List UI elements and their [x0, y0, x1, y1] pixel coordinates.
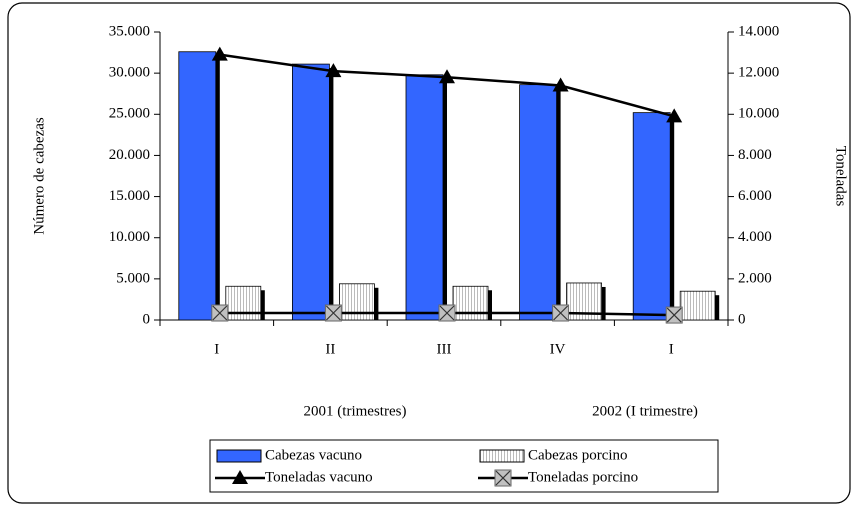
line-marker-x: [495, 470, 511, 486]
y-tick-label: 25.000: [109, 106, 150, 122]
bar: [338, 283, 375, 321]
y-tick-label: 15.000: [109, 188, 150, 204]
bar-shadow: [215, 55, 220, 321]
y2-tick-label: 8.000: [738, 147, 772, 163]
legend-swatch: [479, 449, 525, 463]
bar: [291, 63, 330, 321]
line-marker: [552, 77, 569, 92]
y2-tick-label: 12.000: [738, 65, 779, 81]
x-tick-label: I: [669, 341, 674, 357]
bar: [519, 84, 557, 321]
bar: [405, 74, 444, 321]
y-tick-label: 5.000: [116, 270, 150, 286]
y-tick-label: 20.000: [109, 147, 150, 163]
x-tick-label: IV: [550, 341, 566, 357]
y2-tick-label: 14.000: [738, 23, 779, 39]
bar-shadow: [601, 286, 606, 320]
y2-tick-label: 10.000: [738, 106, 779, 122]
bar: [225, 285, 262, 321]
line-marker-x: [666, 307, 682, 323]
y2-tick-label: 6.000: [738, 188, 772, 204]
bar-shadow: [556, 88, 561, 320]
y2-tick-label: 2.000: [738, 270, 772, 286]
y2-tick-label: 0: [738, 311, 746, 327]
line-marker-x: [439, 305, 455, 321]
line-marker: [232, 470, 248, 484]
line-marker: [325, 63, 342, 78]
bar: [632, 112, 671, 321]
line-marker-x: [212, 305, 228, 321]
bar-shadow: [443, 78, 447, 320]
y-tick-label: 35.000: [109, 23, 150, 39]
y-tick-label: 10.000: [109, 229, 150, 245]
bar-shadow: [329, 68, 334, 320]
y-tick-label: 0: [143, 311, 151, 327]
line-marker-x: [553, 305, 569, 321]
line-marker: [666, 108, 683, 123]
bar-shadow: [715, 295, 720, 320]
y-tick-label: 30.000: [109, 65, 150, 81]
y2-tick-label: 4.000: [738, 229, 772, 245]
bar: [452, 285, 489, 321]
legend-swatch: [216, 449, 262, 463]
legend-label: Cabezas vacuno: [265, 447, 362, 463]
bar-shadow: [670, 116, 675, 320]
group-label: 2002 (I trimestre): [592, 403, 698, 419]
line-marker: [211, 46, 228, 61]
bar: [679, 290, 716, 321]
group-label: 2001 (trimestres): [304, 403, 407, 419]
x-tick-label: III: [437, 341, 452, 357]
line-marker: [439, 69, 455, 84]
y-axis-label: Número de cabezas: [31, 117, 47, 235]
legend: [209, 439, 719, 493]
x-tick-label: II: [325, 341, 335, 357]
legend-label: Toneladas porcino: [528, 469, 638, 485]
bar: [178, 51, 217, 321]
legend-label: Toneladas vacuno: [265, 469, 373, 485]
y2-axis-label: Toneladas: [833, 146, 849, 207]
bar-shadow: [488, 290, 492, 320]
bar-shadow: [260, 290, 265, 320]
line-marker-x: [325, 305, 341, 321]
legend-label: Cabezas porcino: [528, 447, 628, 463]
bar-shadow: [374, 287, 379, 320]
x-tick-label: I: [214, 341, 219, 357]
